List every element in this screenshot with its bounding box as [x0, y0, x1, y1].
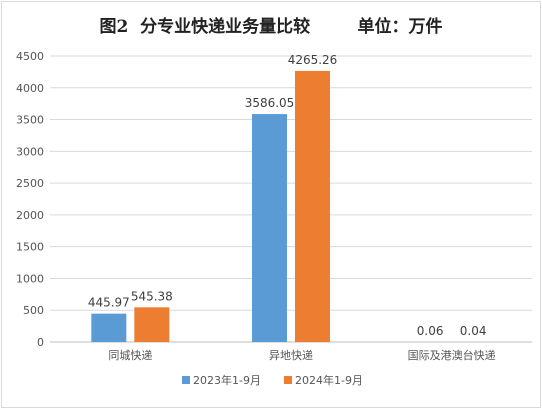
data-label: 0.06 — [417, 324, 444, 338]
data-label: 545.38 — [131, 289, 173, 303]
legend-swatch — [284, 376, 292, 384]
legend-label: 2023年1-9月 — [193, 373, 261, 387]
data-label: 4265.26 — [288, 53, 338, 67]
y-tick-label: 3000 — [16, 145, 44, 158]
chart-title: 图2 分专业快递业务量比较 单位：万件 — [99, 17, 443, 37]
data-label: 0.04 — [460, 324, 487, 338]
y-tick-label: 4000 — [16, 82, 44, 95]
bar — [134, 307, 170, 342]
y-tick-label: 3500 — [16, 114, 44, 127]
legend-label: 2024年1-9月 — [295, 373, 363, 387]
bar — [91, 313, 127, 342]
data-label: 445.97 — [88, 296, 130, 310]
y-tick-label: 4500 — [16, 50, 44, 63]
x-tick-label: 国际及港澳台快递 — [408, 348, 496, 362]
y-tick-label: 500 — [23, 304, 44, 317]
y-tick-label: 0 — [37, 336, 44, 349]
y-tick-label: 1500 — [16, 241, 44, 254]
bar — [295, 70, 330, 342]
legend-swatch — [182, 376, 190, 384]
y-tick-label: 1000 — [16, 272, 44, 285]
x-tick-label: 同城快递 — [108, 348, 152, 362]
bar — [252, 114, 287, 342]
x-tick-label: 异地快递 — [269, 348, 313, 362]
data-label: 3586.05 — [245, 96, 295, 110]
y-tick-label: 2500 — [16, 177, 44, 190]
y-tick-label: 2000 — [16, 209, 44, 222]
